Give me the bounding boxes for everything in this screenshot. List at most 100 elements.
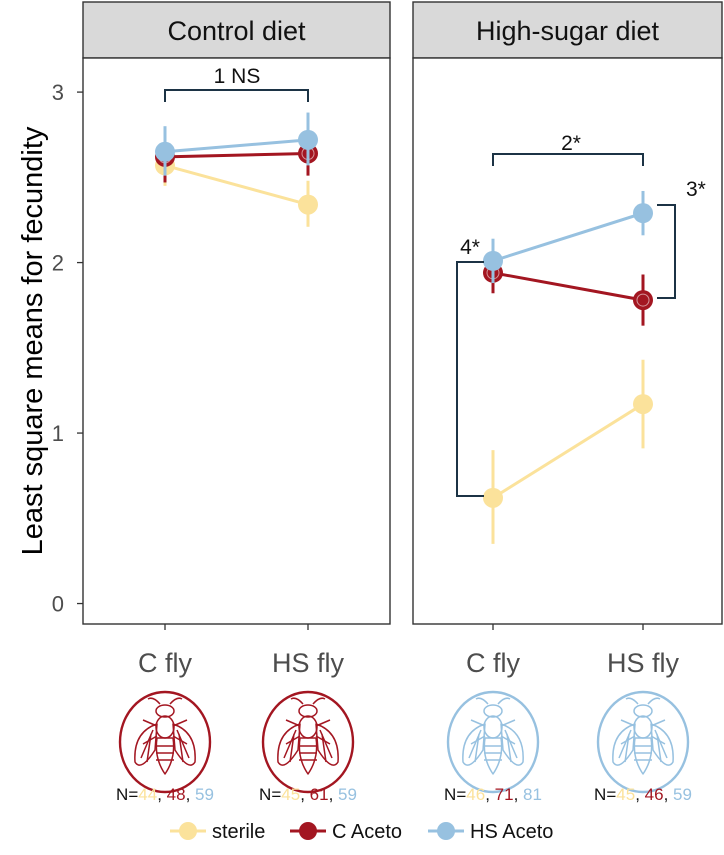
fly-legs xyxy=(470,719,516,745)
bracket-4* xyxy=(456,261,484,497)
fly-icon xyxy=(134,697,196,775)
data-point xyxy=(633,290,653,311)
panel-title: High-sugar diet xyxy=(476,16,660,46)
n-separator: , xyxy=(664,785,673,804)
fly-icon xyxy=(277,697,339,775)
y-axis-title: Least square means for fecundity xyxy=(17,126,49,555)
legend-swatch-point xyxy=(299,822,317,840)
n-count: 46 xyxy=(645,785,664,804)
n-prefix: N= xyxy=(594,785,616,804)
panel-1: Control diet 1 NS xyxy=(82,1,391,625)
fly-wing-left xyxy=(134,723,158,766)
fly-wing-veins xyxy=(140,729,190,763)
data-point-ring xyxy=(636,293,650,307)
n-count: 48 xyxy=(167,785,186,804)
n-separator: , xyxy=(485,785,494,804)
fly-wing-veins xyxy=(283,729,333,763)
n-count: 59 xyxy=(195,785,214,804)
series-line xyxy=(164,138,309,154)
legend-swatch-point xyxy=(179,822,197,840)
y-tick-label: 2 xyxy=(52,251,64,276)
n-count: 44 xyxy=(138,785,157,804)
bracket-1 NS xyxy=(164,89,309,102)
n-count: 81 xyxy=(523,785,542,804)
series-line xyxy=(492,402,644,500)
fly-head xyxy=(155,704,175,718)
legend-item: C Aceto xyxy=(290,821,402,843)
y-tick-label: 1 xyxy=(52,421,64,446)
data-point xyxy=(155,141,175,162)
fly-wing-left xyxy=(612,723,636,766)
fly-icon xyxy=(612,697,674,775)
fly-legs xyxy=(620,719,666,745)
fly-abdomen xyxy=(633,737,653,775)
fly-head xyxy=(298,704,318,718)
fly-wing-right xyxy=(172,723,196,766)
fly-antenna xyxy=(147,697,183,705)
data-point xyxy=(298,194,318,215)
strip-header xyxy=(412,1,723,59)
strip-header xyxy=(82,1,391,59)
n-count: 59 xyxy=(673,785,692,804)
annotation-label: 2* xyxy=(561,132,581,155)
n-separator: , xyxy=(514,785,523,804)
fly-thorax xyxy=(155,715,175,739)
n-separator: , xyxy=(329,785,338,804)
n-separator: , xyxy=(300,785,309,804)
fly-thorax xyxy=(298,715,318,739)
annotation-label: 1 NS xyxy=(214,65,261,88)
fly-antenna xyxy=(475,697,511,705)
fly-abdomen xyxy=(298,737,318,775)
annotation-label: 3* xyxy=(686,178,706,201)
n-prefix: N= xyxy=(259,785,281,804)
fly-thorax xyxy=(633,715,653,739)
fly-icon-ring xyxy=(596,690,690,794)
legend-swatch-point xyxy=(437,822,455,840)
legend-item: sterile xyxy=(170,821,265,843)
n-count: 71 xyxy=(495,785,514,804)
panel-2: High-sugar diet 2* 3* 4* xyxy=(412,1,723,625)
sample-size-label: N=45, 46, 59 xyxy=(594,785,692,804)
fly-wing-veins xyxy=(468,729,518,763)
fly-head xyxy=(483,704,503,718)
legend-label: C Aceto xyxy=(332,821,402,843)
x-tick-label: HS fly xyxy=(607,648,680,678)
annotation-label: 4* xyxy=(460,236,480,259)
fly-icon-ring xyxy=(118,690,212,794)
data-point xyxy=(483,487,503,508)
x-tick-label: C fly xyxy=(466,648,521,678)
fly-wing-left xyxy=(277,723,301,766)
x-tick-label: HS fly xyxy=(272,648,345,678)
series-line xyxy=(164,163,309,207)
fly-head xyxy=(633,704,653,718)
series-line xyxy=(492,271,644,302)
plot-area xyxy=(82,57,391,625)
fly-wing-veins xyxy=(618,729,668,763)
fly-abdomen xyxy=(483,737,503,775)
n-prefix: N= xyxy=(444,785,466,804)
fly-icon-ring xyxy=(446,690,540,794)
n-separator: , xyxy=(186,785,195,804)
fly-wing-right xyxy=(500,723,524,766)
panel-title: Control diet xyxy=(167,16,306,46)
series-hs-aceto xyxy=(155,112,318,176)
fly-legs xyxy=(285,719,331,745)
fly-antenna xyxy=(290,697,326,705)
data-point xyxy=(633,203,653,224)
n-count: 59 xyxy=(338,785,357,804)
n-count: 45 xyxy=(281,785,300,804)
fly-wing-right xyxy=(315,723,339,766)
series-hs-aceto xyxy=(483,190,653,284)
plot-area xyxy=(412,57,723,625)
n-count: 61 xyxy=(310,785,329,804)
bracket-2* xyxy=(492,153,644,166)
fly-icon xyxy=(462,697,524,775)
y-tick-label: 0 xyxy=(52,592,64,617)
n-separator: , xyxy=(157,785,166,804)
data-point xyxy=(298,129,318,150)
fly-abdomen xyxy=(155,737,175,775)
sample-size-label: N=44, 48, 59 xyxy=(116,785,214,804)
fly-wing-left xyxy=(462,723,486,766)
fly-thorax xyxy=(483,715,503,739)
significance-annotations xyxy=(164,89,309,102)
